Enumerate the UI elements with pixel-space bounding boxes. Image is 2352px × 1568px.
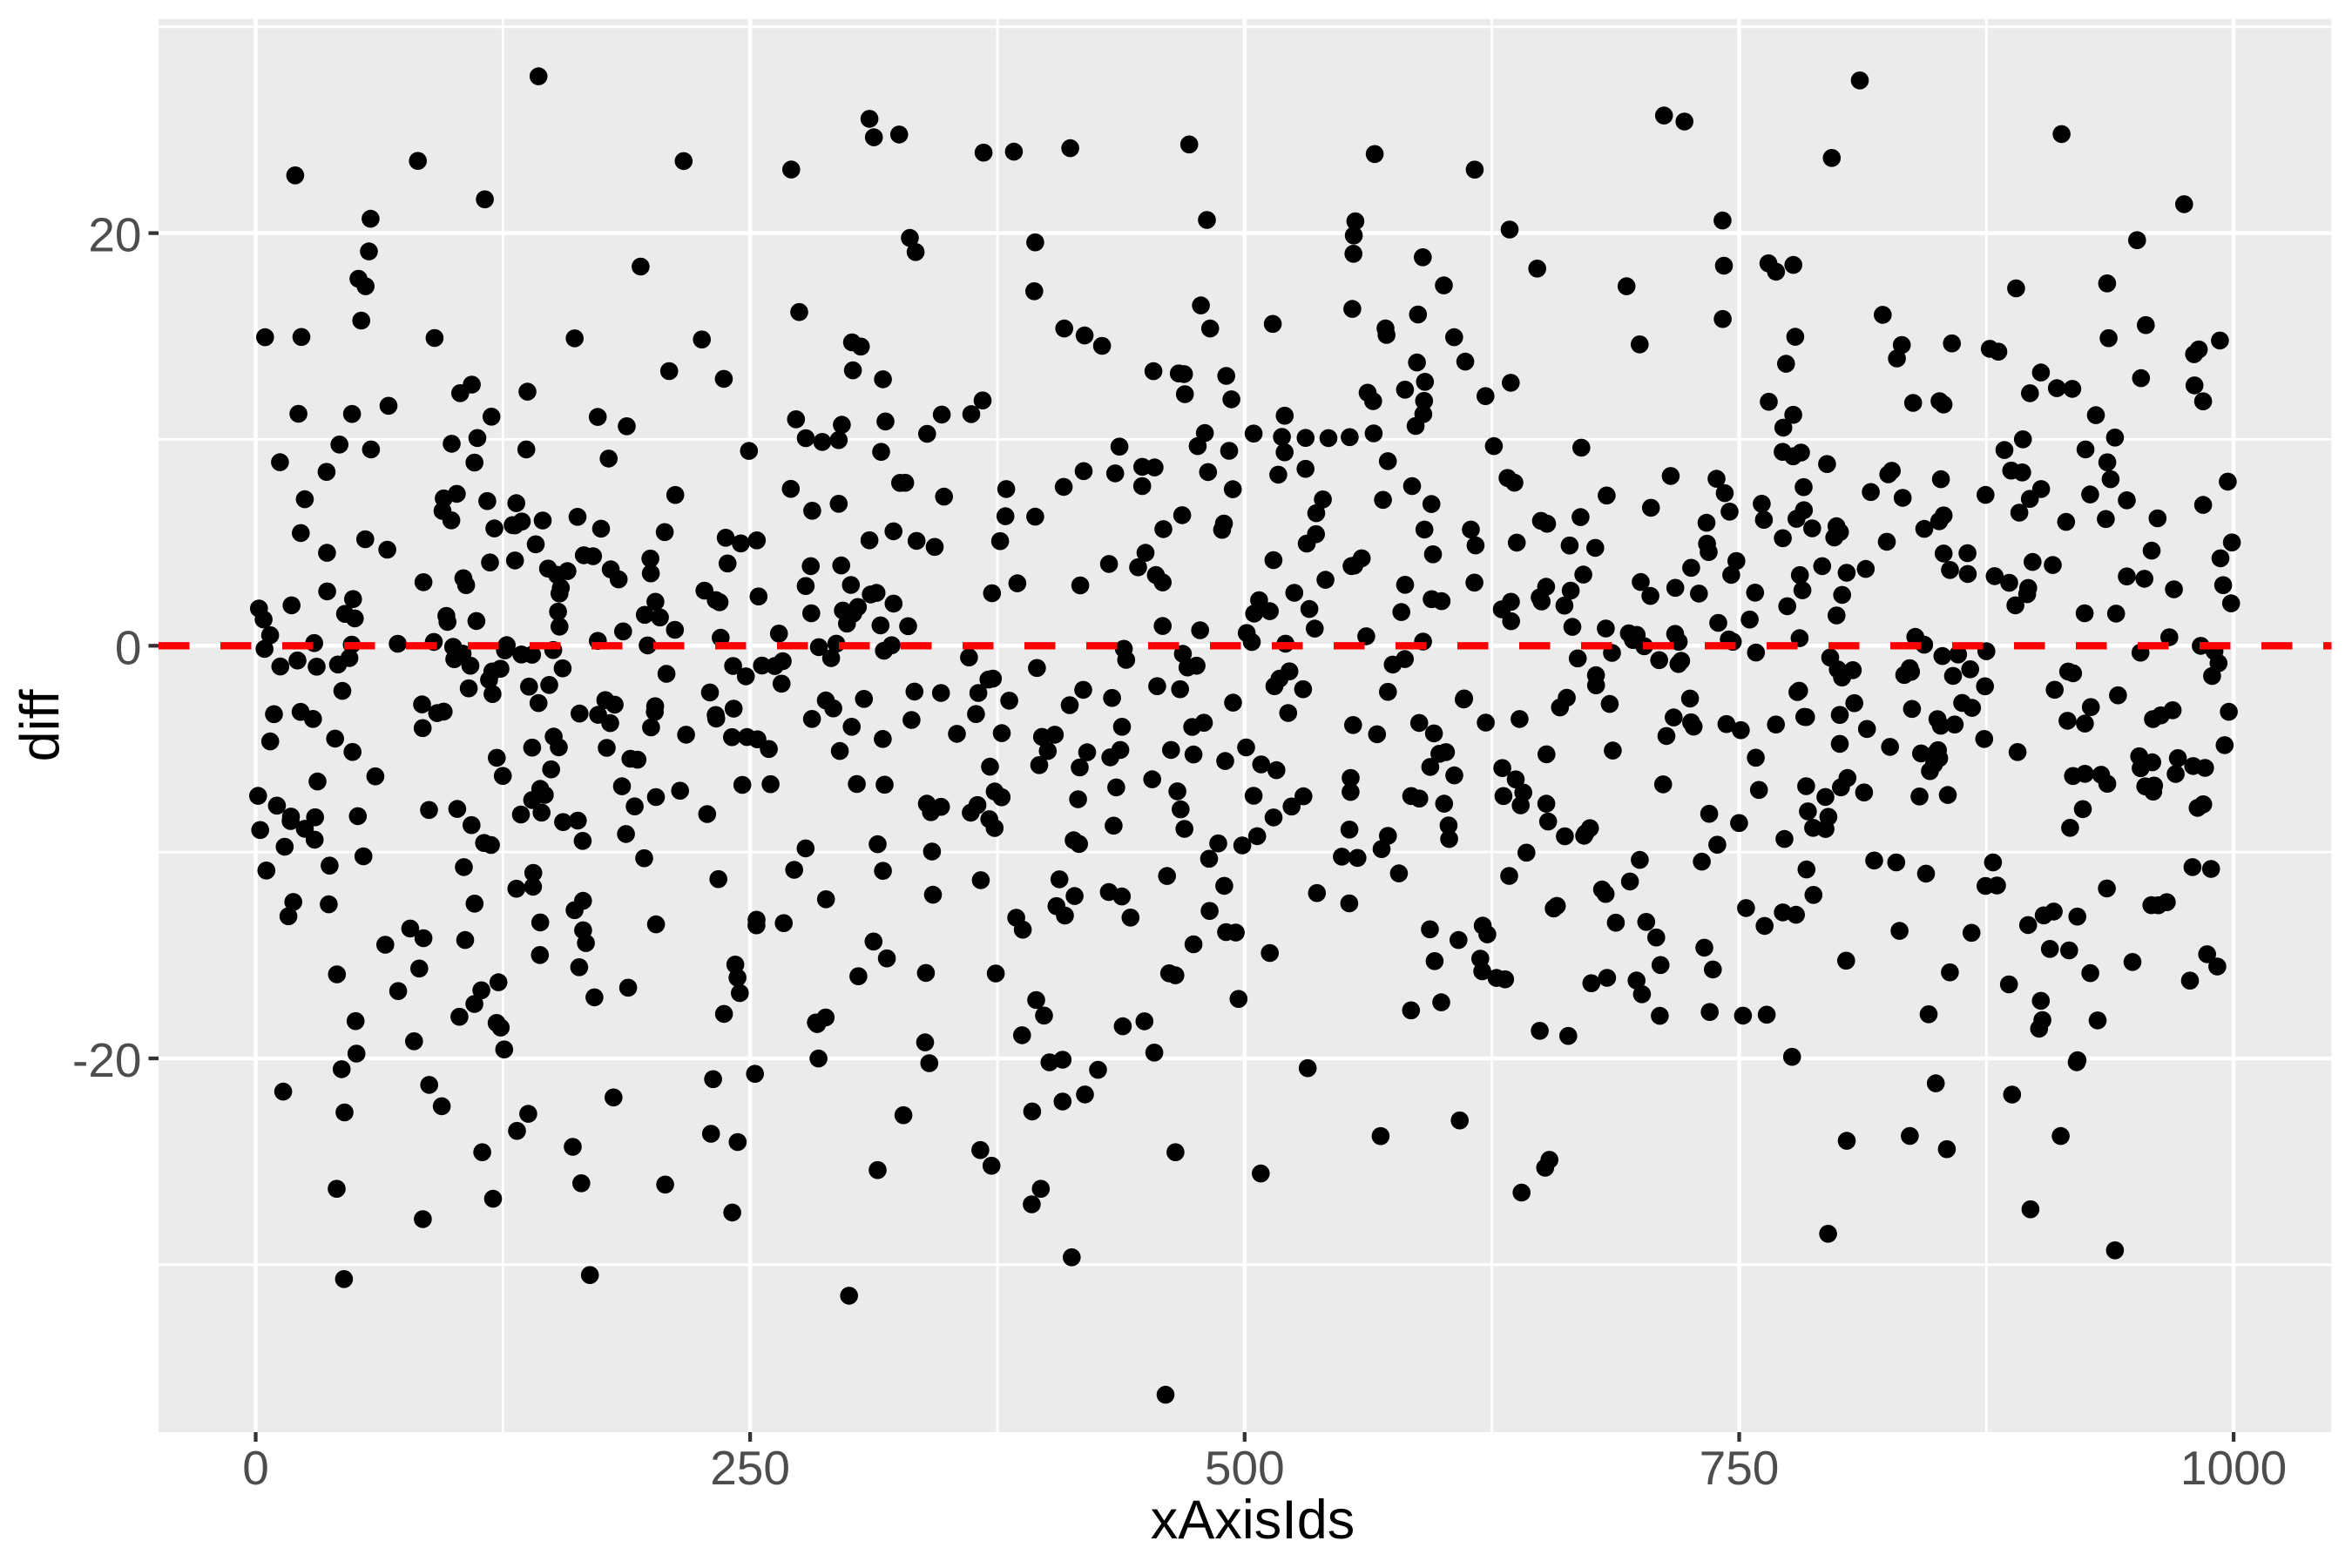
svg-text:250: 250 <box>710 1441 790 1495</box>
svg-text:20: 20 <box>88 208 141 262</box>
svg-text:0: 0 <box>242 1441 269 1495</box>
svg-text:-20: -20 <box>72 1033 142 1087</box>
svg-text:0: 0 <box>115 620 142 674</box>
svg-text:750: 750 <box>1700 1441 1780 1495</box>
svg-text:500: 500 <box>1205 1441 1285 1495</box>
svg-text:diff: diff <box>10 689 71 761</box>
svg-text:1000: 1000 <box>2180 1441 2287 1495</box>
svg-text:xAxisIds: xAxisIds <box>1151 1490 1355 1551</box>
